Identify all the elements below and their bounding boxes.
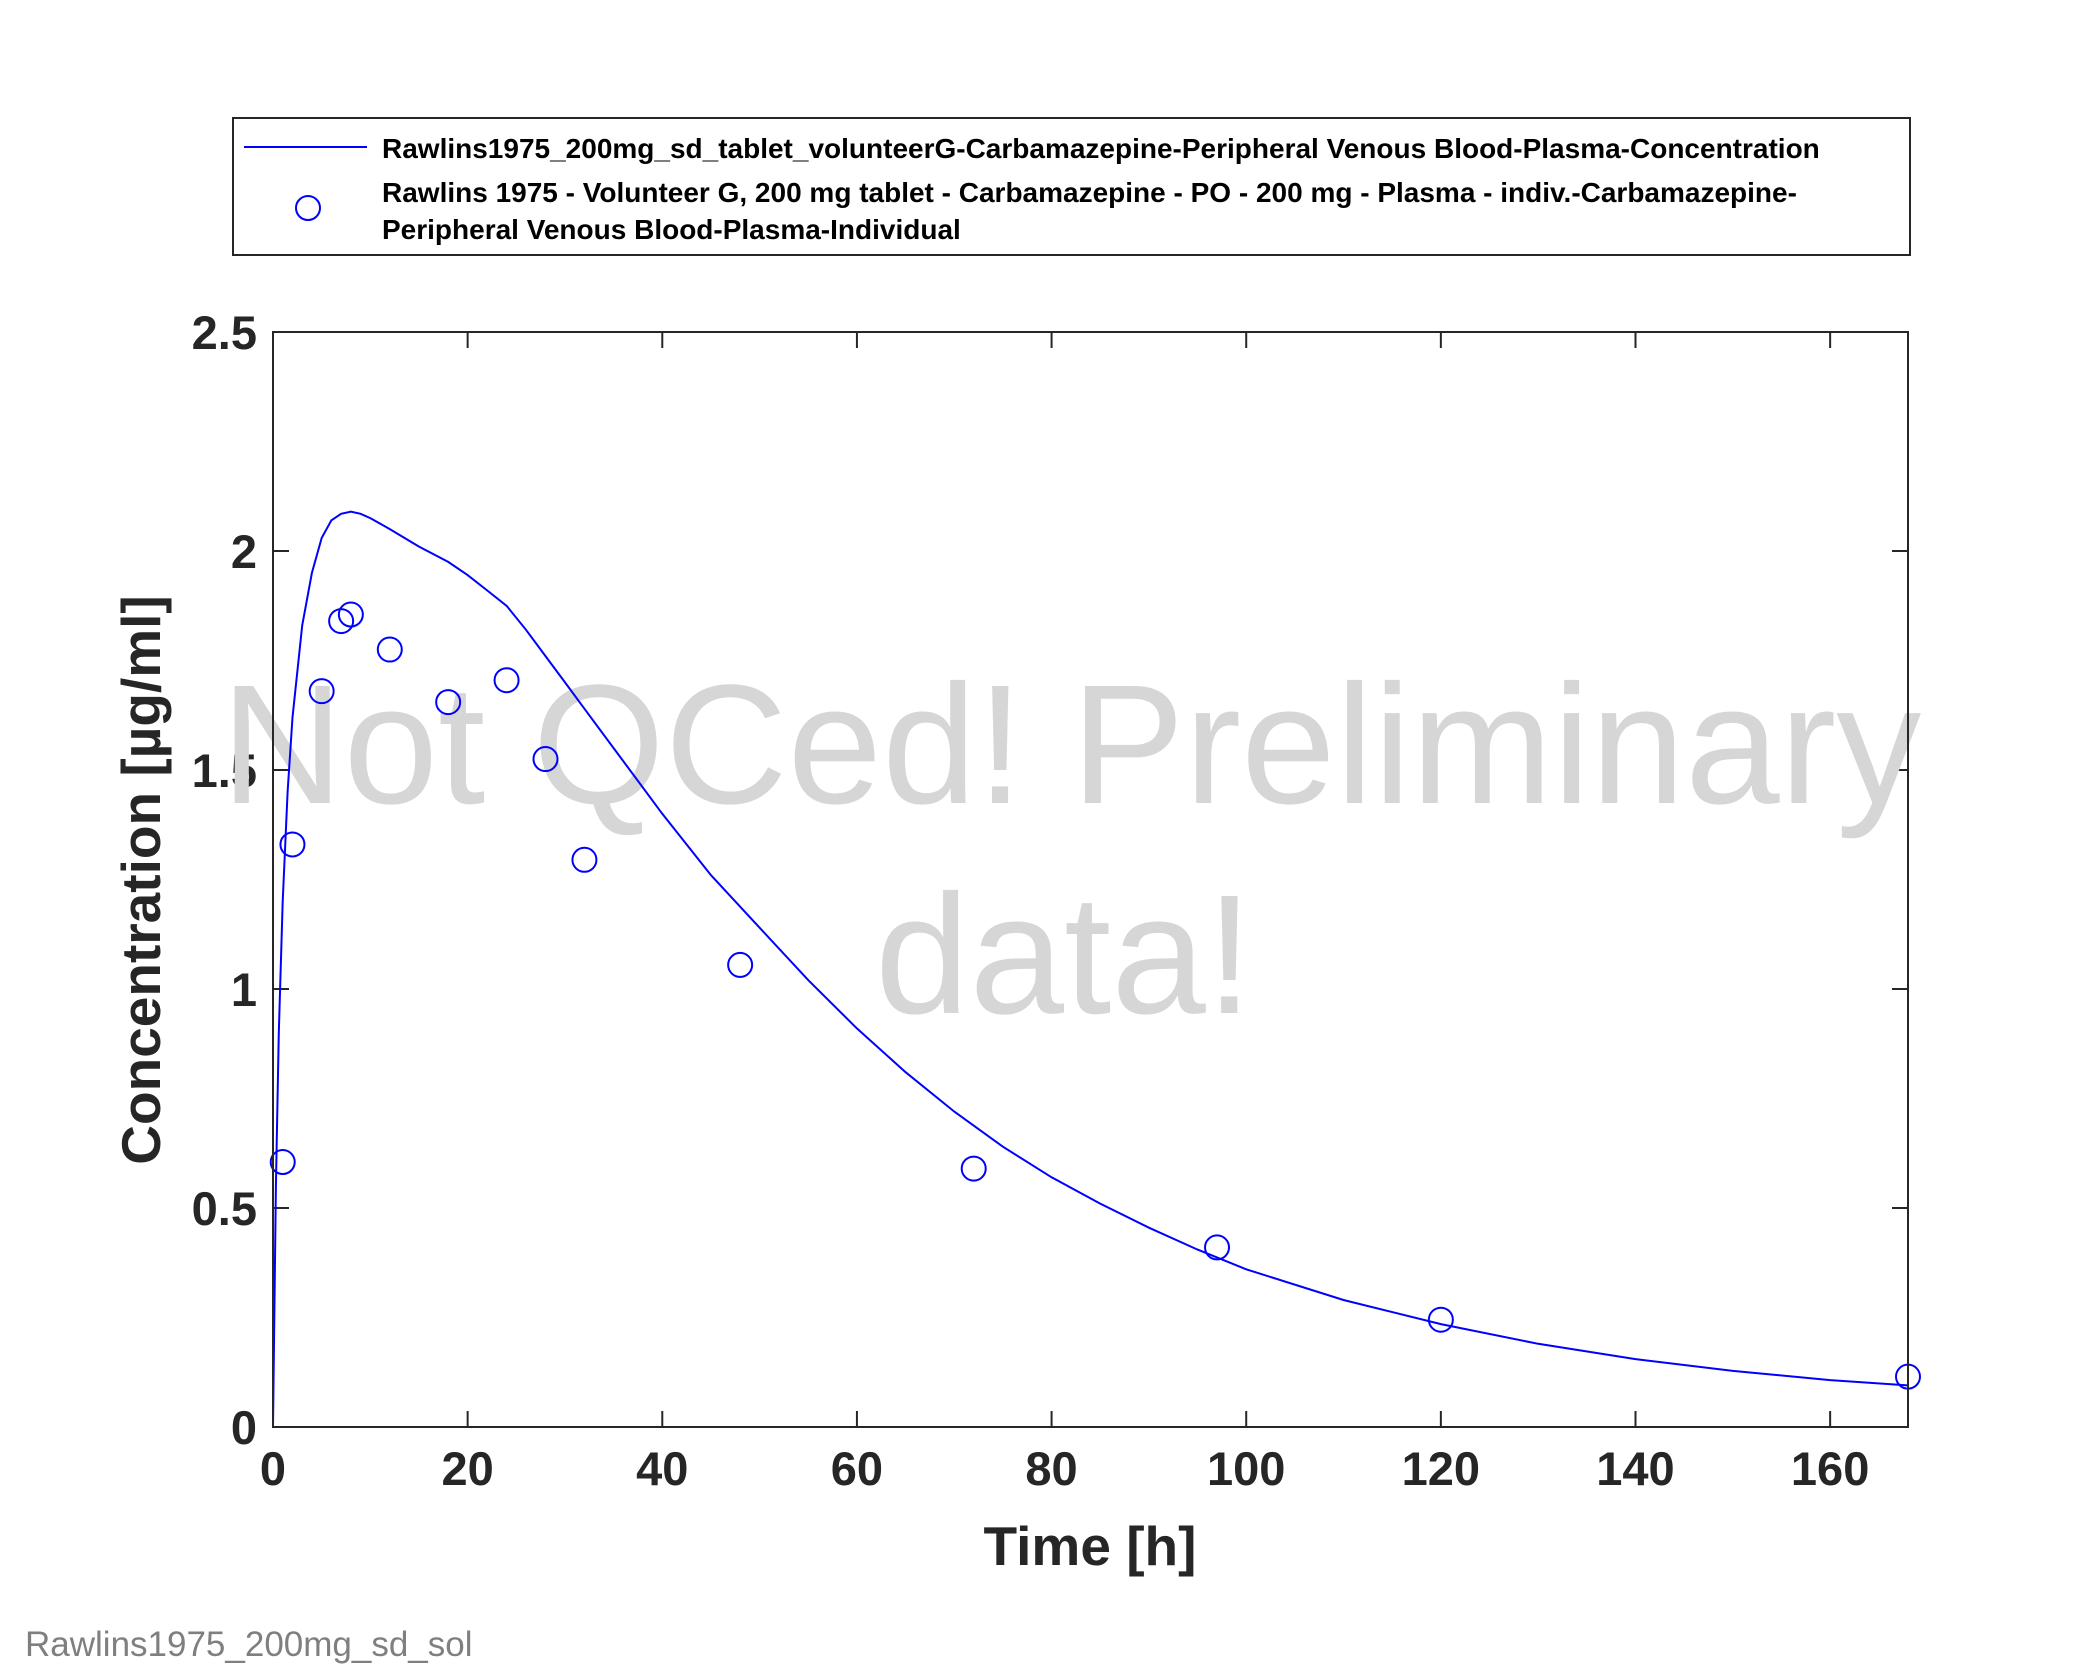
observed-point [269,1149,296,1176]
y-tick-label: 0 [231,1401,257,1454]
legend: Rawlins1975_200mg_sd_tablet_volunteerG-C… [232,117,1911,256]
observed-point [376,636,403,663]
x-axis-title: Time [h] [984,1515,1197,1577]
observed-point [435,689,462,716]
legend-entry-observed-line2: Peripheral Venous Blood-Plasma-Individua… [382,214,961,245]
observed-point [493,667,520,694]
observed-point [571,846,598,873]
observed-point [1204,1234,1231,1261]
x-tick-label: 100 [1207,1442,1285,1495]
x-tick-label: 40 [636,1442,688,1495]
observed-point [279,831,306,858]
x-tick-label: 160 [1791,1442,1869,1495]
observed-point [532,746,559,773]
footer-label: Rawlins1975_200mg_sd_sol [25,1625,473,1664]
x-tick-label: 60 [831,1442,883,1495]
legend-entry-observed-line1: Rawlins 1975 - Volunteer G, 200 mg table… [382,177,1797,208]
y-ticks: 0 0.5 1 1.5 2 2.5 [192,306,1908,1454]
y-tick-label: 2.5 [192,306,257,359]
observed-point [308,678,335,705]
x-tick-label: 20 [442,1442,494,1495]
x-tick-label: 120 [1402,1442,1480,1495]
y-tick-label: 1.5 [192,744,257,797]
observed-point [1427,1306,1454,1333]
plot-area [273,332,1908,1427]
y-tick-label: 0.5 [192,1182,257,1235]
watermark-line1: Not QCed! Preliminary [221,650,1922,840]
simulation-line [272,510,1909,1428]
watermark-line2: data! [875,860,1253,1050]
observed-point [960,1155,987,1182]
legend-entry-simulation: Rawlins1975_200mg_sd_tablet_volunteerG-C… [382,133,1820,164]
x-ticks: 0 20 40 60 80 100 120 140 160 [260,332,1869,1495]
legend-marker-swatch [295,195,321,221]
observed-point [727,951,754,978]
x-tick-label: 80 [1025,1442,1077,1495]
axes-box [272,331,1909,1428]
x-tick-label: 0 [260,1442,286,1495]
series-layer [269,510,1921,1428]
x-tick-label: 140 [1596,1442,1674,1495]
y-axis-title: Concentration [µg/ml] [110,595,172,1164]
observed-point [337,601,364,628]
legend-box [232,117,1911,256]
y-tick-label: 2 [231,525,257,578]
y-tick-label: 1 [231,963,257,1016]
